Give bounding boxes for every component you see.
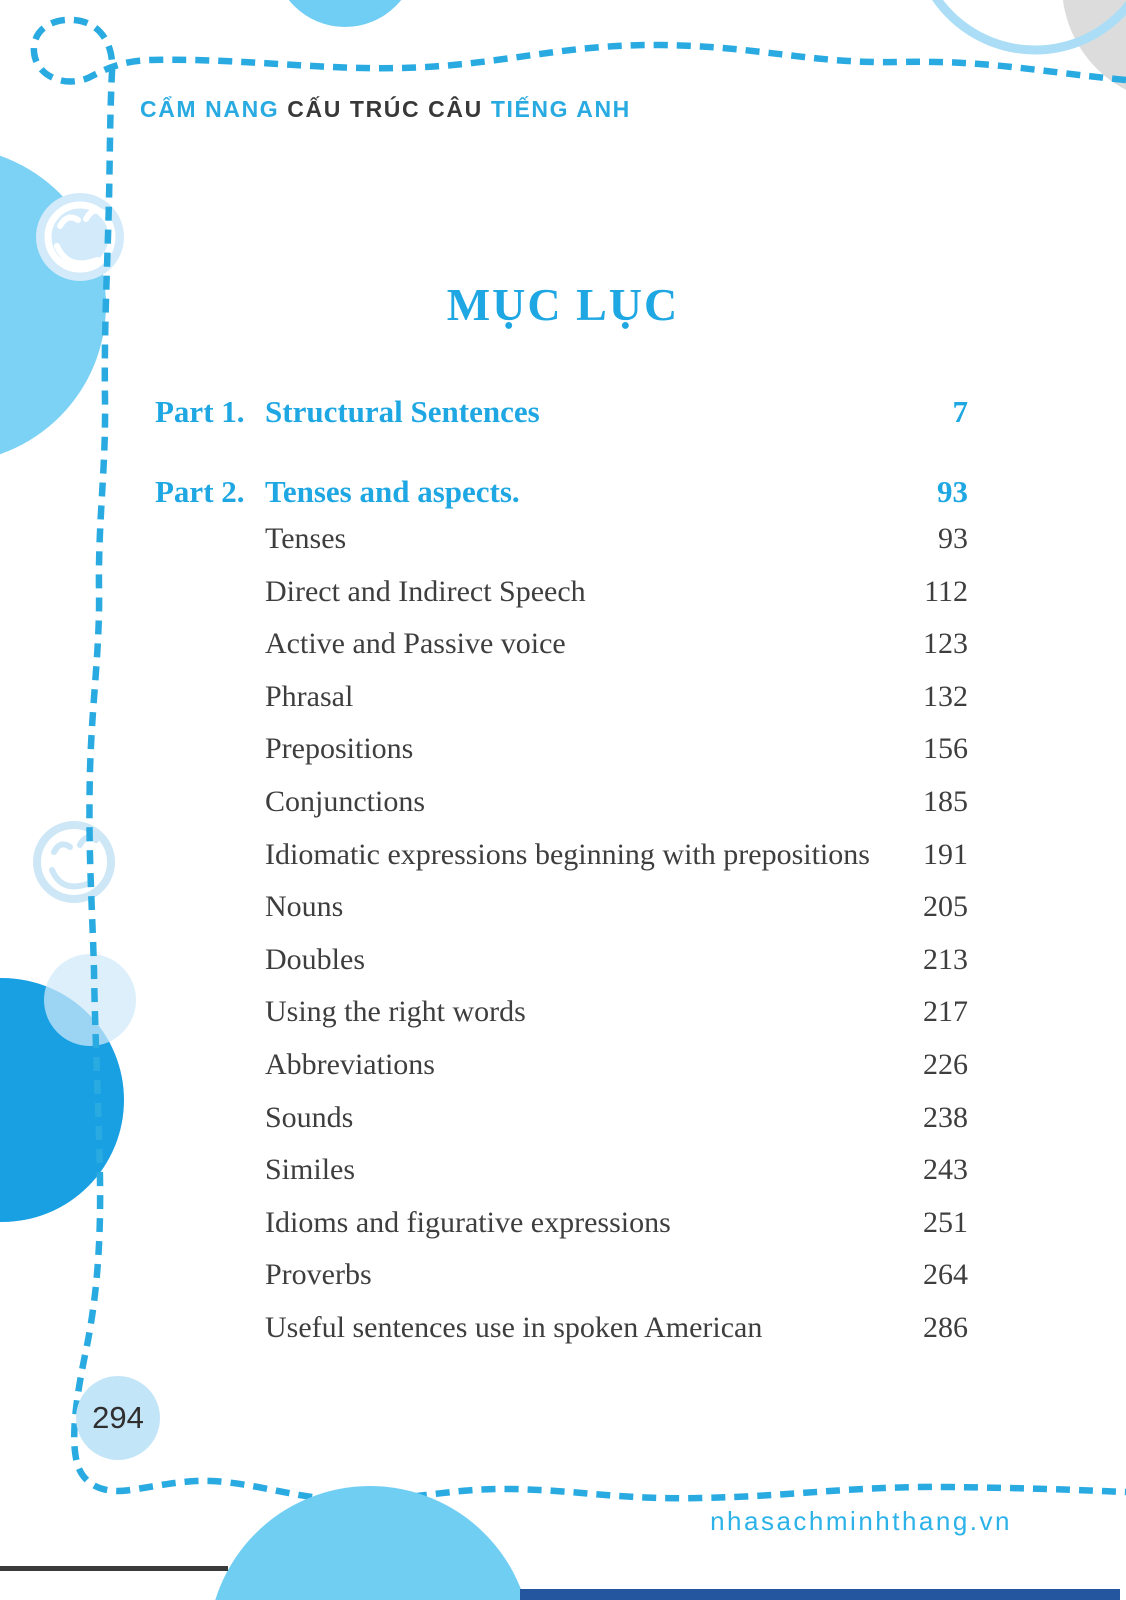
toc-item-title: Similes xyxy=(265,1153,356,1187)
toc-item-title: Tenses xyxy=(265,522,347,555)
toc-item-title: Using the right words xyxy=(265,995,526,1029)
toc-item-page: 191 xyxy=(923,837,968,871)
toc-item-row: Using the right words 217 xyxy=(155,995,968,1048)
toc-item-title: Direct and Indirect Speech xyxy=(265,574,586,608)
sky-circle-top-center xyxy=(288,0,402,27)
toc-part-page: 7 xyxy=(952,394,969,429)
toc-part-title: Tenses and aspects. xyxy=(265,474,520,509)
ring-circle-top-right xyxy=(932,0,1126,55)
dome-circle-bottom xyxy=(215,1486,525,1600)
toc-item-row: Similes 243 xyxy=(155,1153,968,1206)
toc-item-row: Abbreviations 226 xyxy=(155,1048,968,1101)
smiley-face-outline-icon xyxy=(33,821,115,903)
toc-item-page: 264 xyxy=(923,1258,968,1292)
toc-item-page: 93 xyxy=(938,522,968,555)
toc-item-page: 112 xyxy=(924,574,968,608)
footer-url: nhasachminhthang.vn xyxy=(710,1506,1012,1536)
toc-item-row: Sounds 238 xyxy=(155,1101,968,1154)
toc-item-title: Sounds xyxy=(265,1100,354,1134)
toc-item-title: Nouns xyxy=(265,890,344,924)
page-number-badge: 294 xyxy=(76,1376,160,1460)
toc-item-title: Proverbs xyxy=(265,1258,372,1292)
toc-part-row: Part 2. Tenses and aspects. 93 xyxy=(155,474,968,522)
toc-item-row: Proverbs 264 xyxy=(155,1258,968,1311)
toc-item-page: 185 xyxy=(923,784,968,818)
brand-light-text-1: CẨM NANG xyxy=(140,96,280,122)
toc-item-title: Idioms and figurative expressions xyxy=(265,1205,671,1239)
toc-item-page: 217 xyxy=(923,995,968,1029)
toc-item-page: 132 xyxy=(923,679,968,713)
toc-item-title: Prepositions xyxy=(265,732,414,766)
toc-item-page: 238 xyxy=(923,1100,968,1134)
toc-item-row: Doubles 213 xyxy=(155,943,968,996)
toc-item-page: 156 xyxy=(923,732,968,766)
toc-item-page: 226 xyxy=(923,1047,968,1081)
toc: Part 1. Structural Sentences 7 Part 2. Tense… xyxy=(155,394,968,1364)
toc-item-row: Conjunctions 185 xyxy=(155,785,968,838)
book-brand-header: CẨM NANG CẤU TRÚC CÂU TIẾNG ANH xyxy=(140,96,631,123)
toc-item-title: Useful sentences use in spoken American xyxy=(265,1310,763,1344)
toc-part-page: 93 xyxy=(937,474,968,509)
toc-item-row: Useful sentences use in spoken American 2… xyxy=(155,1311,968,1364)
pale-circle-mid-left xyxy=(44,954,136,1046)
toc-item-row: Idiomatic expressions beginning with pre… xyxy=(155,838,968,891)
toc-item-page: 123 xyxy=(923,627,968,661)
toc-item-page: 213 xyxy=(923,942,968,976)
toc-item-row: Prepositions 156 xyxy=(155,732,968,785)
toc-part-label: Part 2. xyxy=(155,474,245,509)
toc-part-row: Part 1. Structural Sentences 7 xyxy=(155,394,968,442)
smiley-face-icon xyxy=(36,193,124,281)
toc-item-row: Tenses 93 xyxy=(155,522,968,575)
page-title: MỤC LỤC xyxy=(446,279,680,330)
toc-item-row: Idioms and figurative expressions 251 xyxy=(155,1206,968,1259)
toc-item-row: Nouns 205 xyxy=(155,890,968,943)
toc-item-title: Abbreviations xyxy=(265,1047,435,1081)
toc-item-page: 286 xyxy=(923,1310,968,1344)
toc-part-label: Part 1. xyxy=(155,394,245,429)
toc-item-title: Active and Passive voice xyxy=(265,627,566,661)
toc-item-row: Active and Passive voice 123 xyxy=(155,627,968,680)
toc-item-row: Phrasal 132 xyxy=(155,680,968,733)
toc-item-page: 243 xyxy=(923,1153,968,1187)
toc-item-title: Idiomatic expressions beginning with pre… xyxy=(265,837,870,871)
brand-light-text-2: TIẾNG ANH xyxy=(490,96,631,122)
bottom-left-rule xyxy=(0,1566,228,1571)
toc-item-row: Direct and Indirect Speech 112 xyxy=(155,575,968,628)
toc-item-title: Phrasal xyxy=(265,679,354,713)
toc-item-title: Doubles xyxy=(265,942,365,976)
toc-part-title: Structural Sentences xyxy=(265,394,540,429)
toc-item-page: 205 xyxy=(923,890,968,924)
toc-item-page: 251 xyxy=(923,1205,968,1239)
bottom-navy-strip xyxy=(520,1589,1120,1600)
brand-bold-text: CẤU TRÚC CÂU xyxy=(287,96,483,122)
toc-item-title: Conjunctions xyxy=(265,784,426,818)
